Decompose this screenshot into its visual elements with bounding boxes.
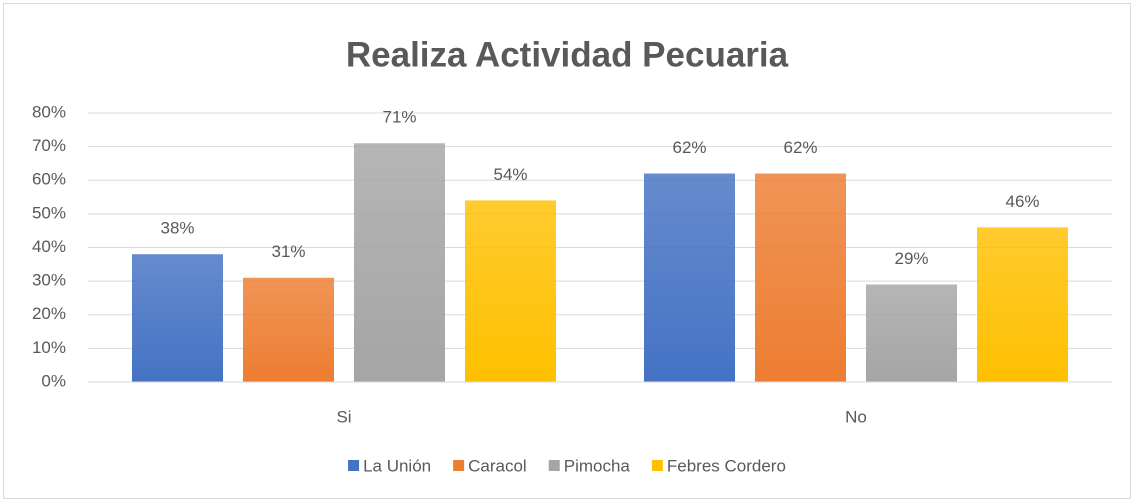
data-label: 54% bbox=[493, 165, 527, 184]
y-tick-label: 50% bbox=[32, 203, 66, 222]
y-tick-label: 70% bbox=[32, 136, 66, 155]
data-label: 62% bbox=[783, 138, 817, 157]
legend-label: Febres Cordero bbox=[667, 456, 786, 475]
bar bbox=[354, 143, 445, 382]
bar bbox=[644, 173, 735, 382]
y-tick-label: 10% bbox=[32, 338, 66, 357]
legend-swatch bbox=[453, 460, 465, 471]
legend-swatch bbox=[348, 460, 360, 471]
legend: La Unión Caracol Pimocha Febres Cordero bbox=[348, 456, 786, 475]
legend-label: Caracol bbox=[468, 456, 527, 475]
legend-swatch bbox=[651, 460, 663, 471]
data-label: 38% bbox=[160, 219, 194, 238]
data-label: 62% bbox=[672, 138, 706, 157]
bar bbox=[866, 284, 957, 382]
data-label: 31% bbox=[271, 242, 305, 261]
x-tick-label: Si bbox=[336, 407, 351, 426]
chart-title: Realiza Actividad Pecuaria bbox=[346, 35, 789, 74]
y-tick-label: 20% bbox=[32, 304, 66, 323]
data-label: 29% bbox=[894, 249, 928, 268]
chart-border bbox=[3, 3, 1131, 499]
legend-swatch bbox=[548, 460, 560, 471]
y-tick-label: 80% bbox=[32, 102, 66, 121]
data-label: 46% bbox=[1005, 192, 1039, 211]
legend-label: Pimocha bbox=[564, 456, 631, 475]
bar bbox=[465, 200, 556, 382]
y-tick-label: 0% bbox=[41, 371, 66, 390]
bar bbox=[132, 254, 223, 382]
x-tick-label: No bbox=[845, 407, 867, 426]
bar bbox=[243, 277, 334, 382]
bar bbox=[755, 173, 846, 382]
y-tick-label: 30% bbox=[32, 271, 66, 290]
y-tick-label: 40% bbox=[32, 237, 66, 256]
legend-label: La Unión bbox=[363, 456, 431, 475]
bar bbox=[977, 227, 1068, 382]
y-tick-label: 60% bbox=[32, 170, 66, 189]
data-label: 71% bbox=[382, 108, 416, 127]
